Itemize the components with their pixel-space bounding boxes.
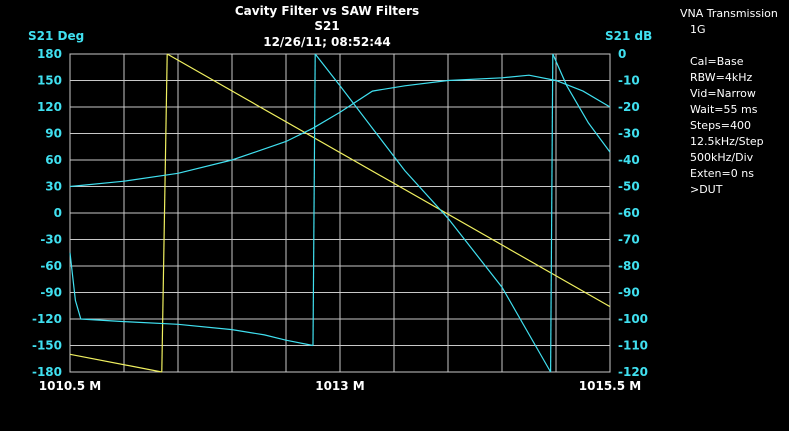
y-tick-label-right: -80 <box>618 259 640 273</box>
panel-heading: VNA Transmission <box>680 7 778 20</box>
chart-title: Cavity Filter vs SAW Filters <box>234 4 420 18</box>
y-tick-label-left: -180 <box>32 365 62 379</box>
y-tick-label-right: -70 <box>618 233 640 247</box>
series-line-2 <box>312 53 316 346</box>
y-tick-label-right: -120 <box>618 365 648 379</box>
y-tick-label-left: 120 <box>37 100 62 114</box>
y-tick-label-right: -40 <box>618 153 640 167</box>
series-line-1 <box>161 53 168 373</box>
x-tick-label: 1015.5 M <box>579 379 641 393</box>
panel-line: Steps=400 <box>690 119 751 132</box>
panel-line: 12.5kHz/Step <box>690 135 764 148</box>
y-tick-label-left: -60 <box>40 259 62 273</box>
y-tick-label-left: -120 <box>32 312 62 326</box>
panel-line: Wait=55 ms <box>690 103 758 116</box>
y-tick-label-right: -60 <box>618 206 640 220</box>
series-line-2 <box>69 252 314 347</box>
series-line-1 <box>166 53 611 308</box>
y-tick-label-left: 90 <box>45 127 62 141</box>
y-tick-label-right: -90 <box>618 286 640 300</box>
x-tick-label: 1010.5 M <box>39 379 101 393</box>
panel-line: Exten=0 ns <box>690 167 754 180</box>
series-line-2 <box>552 53 611 153</box>
series-line-2 <box>314 53 552 373</box>
series-line-2 <box>69 74 611 188</box>
y-tick-label-left: 180 <box>37 47 62 61</box>
y-tick-label-left: 30 <box>45 180 62 194</box>
panel-line: >DUT <box>690 183 723 196</box>
y-tick-label-right: -50 <box>618 180 640 194</box>
y-tick-label-left: -30 <box>40 233 62 247</box>
panel-line: RBW=4kHz <box>690 71 753 84</box>
y-axis-label-left: S21 Deg <box>28 29 85 43</box>
chart-timestamp: 12/26/11; 08:52:44 <box>263 35 391 49</box>
y-tick-label-left: -150 <box>32 339 62 353</box>
y-tick-label-right: -110 <box>618 339 648 353</box>
panel-line: Vid=Narrow <box>690 87 756 100</box>
panel-line: 500kHz/Div <box>690 151 754 164</box>
chart-subtitle: S21 <box>314 19 340 33</box>
y-axis-label-right: S21 dB <box>605 29 653 43</box>
y-tick-label-left: 0 <box>54 206 62 220</box>
series-line-1 <box>69 353 162 373</box>
y-tick-label-right: -100 <box>618 312 648 326</box>
y-tick-label-right: -30 <box>618 127 640 141</box>
y-tick-label-right: -20 <box>618 100 640 114</box>
y-tick-label-left: -90 <box>40 286 62 300</box>
y-tick-label-right: 0 <box>618 47 626 61</box>
x-tick-label: 1013 M <box>315 379 365 393</box>
y-tick-label-left: 150 <box>37 74 62 88</box>
y-tick-label-left: 60 <box>45 153 62 167</box>
panel-line: 1G <box>690 23 706 36</box>
y-tick-label-right: -10 <box>618 74 640 88</box>
panel-line: Cal=Base <box>690 55 744 68</box>
series-line-2 <box>549 53 554 373</box>
settings-panel: VNA Transmission 1G Cal=Base RBW=4kHz Vi… <box>680 6 778 198</box>
